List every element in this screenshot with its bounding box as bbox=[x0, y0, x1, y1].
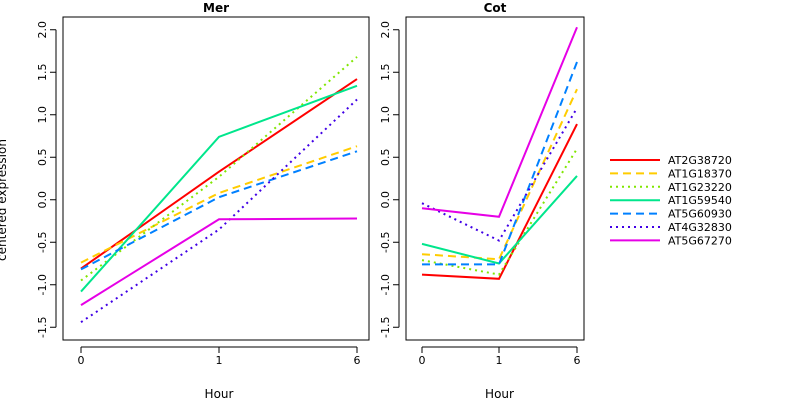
y-tick-label: -1.0 bbox=[36, 274, 49, 295]
legend-item: AT4G32830 bbox=[610, 221, 732, 234]
legend-item: AT1G23220 bbox=[610, 181, 732, 194]
series-line-at2g38720 bbox=[421, 123, 578, 280]
y-tick-label: -1.5 bbox=[36, 317, 49, 338]
panel-title: Cot bbox=[484, 1, 507, 15]
x-tick-label: 1 bbox=[216, 354, 223, 367]
x-tick-label: 0 bbox=[419, 354, 426, 367]
y-tick-label: 0.5 bbox=[379, 149, 392, 167]
legend-item: AT5G60930 bbox=[610, 208, 732, 221]
y-tick-label: 1.5 bbox=[379, 64, 392, 82]
y-tick-label: 1.5 bbox=[36, 64, 49, 82]
legend-label: AT5G67270 bbox=[668, 234, 732, 247]
series-line-at1g59540 bbox=[80, 84, 358, 293]
series-line-at2g38720 bbox=[80, 78, 358, 270]
plot-frame bbox=[62, 16, 370, 341]
legend-label: AT2G38720 bbox=[668, 154, 732, 167]
legend-item: AT1G59540 bbox=[610, 194, 732, 207]
y-tick-label: 1.0 bbox=[36, 106, 49, 124]
legend-item: AT1G18370 bbox=[610, 167, 732, 180]
x-tick-label: 6 bbox=[574, 354, 581, 367]
series-line-at5g60930 bbox=[422, 61, 578, 266]
plot-frame bbox=[405, 16, 585, 341]
panel-cot: Cot -1.5 -1.0 -0.5 0.0 0.5 1.0 1.5 2.0 0 1 6 Hour bbox=[379, 1, 585, 400]
legend-label: AT1G23220 bbox=[668, 181, 732, 194]
series-line-at1g23220 bbox=[421, 148, 578, 276]
legend-label: AT5G60930 bbox=[668, 208, 732, 221]
y-tick-label: 2.0 bbox=[36, 21, 49, 39]
y-tick-label: -0.5 bbox=[36, 232, 49, 253]
y-tick-label: 0.0 bbox=[36, 191, 49, 209]
panel-title: Mer bbox=[203, 1, 229, 15]
y-axis-title: centered expression bbox=[0, 139, 9, 261]
x-axis-title: Hour bbox=[485, 387, 514, 400]
series-line-at1g18370 bbox=[421, 88, 578, 261]
series-line-at5g67270 bbox=[80, 217, 358, 306]
legend-label: AT4G32830 bbox=[668, 221, 732, 234]
series-line-at1g18370 bbox=[80, 145, 358, 264]
series-line-at5g67270 bbox=[421, 26, 578, 218]
legend-label: AT1G59540 bbox=[668, 194, 732, 207]
y-tick-label: 2.0 bbox=[379, 21, 392, 39]
y-tick-label: 1.0 bbox=[379, 106, 392, 124]
series-line-at4g32830 bbox=[80, 98, 358, 324]
x-tick-label: 0 bbox=[78, 354, 85, 367]
panel-mer: Mer -1.5 -1.0 -0.5 0.0 0.5 1.0 1.5 2.0 0 1 6 Hour bbox=[36, 1, 370, 400]
y-tick-label: 0.0 bbox=[379, 191, 392, 209]
series-line-at1g23220 bbox=[80, 56, 358, 282]
legend: AT2G38720AT1G18370AT1G23220AT1G59540AT5G… bbox=[610, 154, 732, 247]
x-tick-label: 1 bbox=[496, 354, 503, 367]
legend-label: AT1G18370 bbox=[668, 167, 732, 180]
series-line-at5g60930 bbox=[80, 150, 358, 271]
legend-item: AT2G38720 bbox=[610, 154, 732, 167]
y-tick-label: -1.5 bbox=[379, 317, 392, 338]
series-line-at4g32830 bbox=[421, 107, 578, 242]
y-tick-label: -0.5 bbox=[379, 232, 392, 253]
x-tick-label: 6 bbox=[354, 354, 361, 367]
series-line-at1g59540 bbox=[421, 175, 578, 265]
legend-item: AT5G67270 bbox=[610, 234, 732, 247]
x-axis-title: Hour bbox=[205, 387, 234, 400]
y-tick-label: 0.5 bbox=[36, 149, 49, 167]
y-tick-label: -1.0 bbox=[379, 274, 392, 295]
